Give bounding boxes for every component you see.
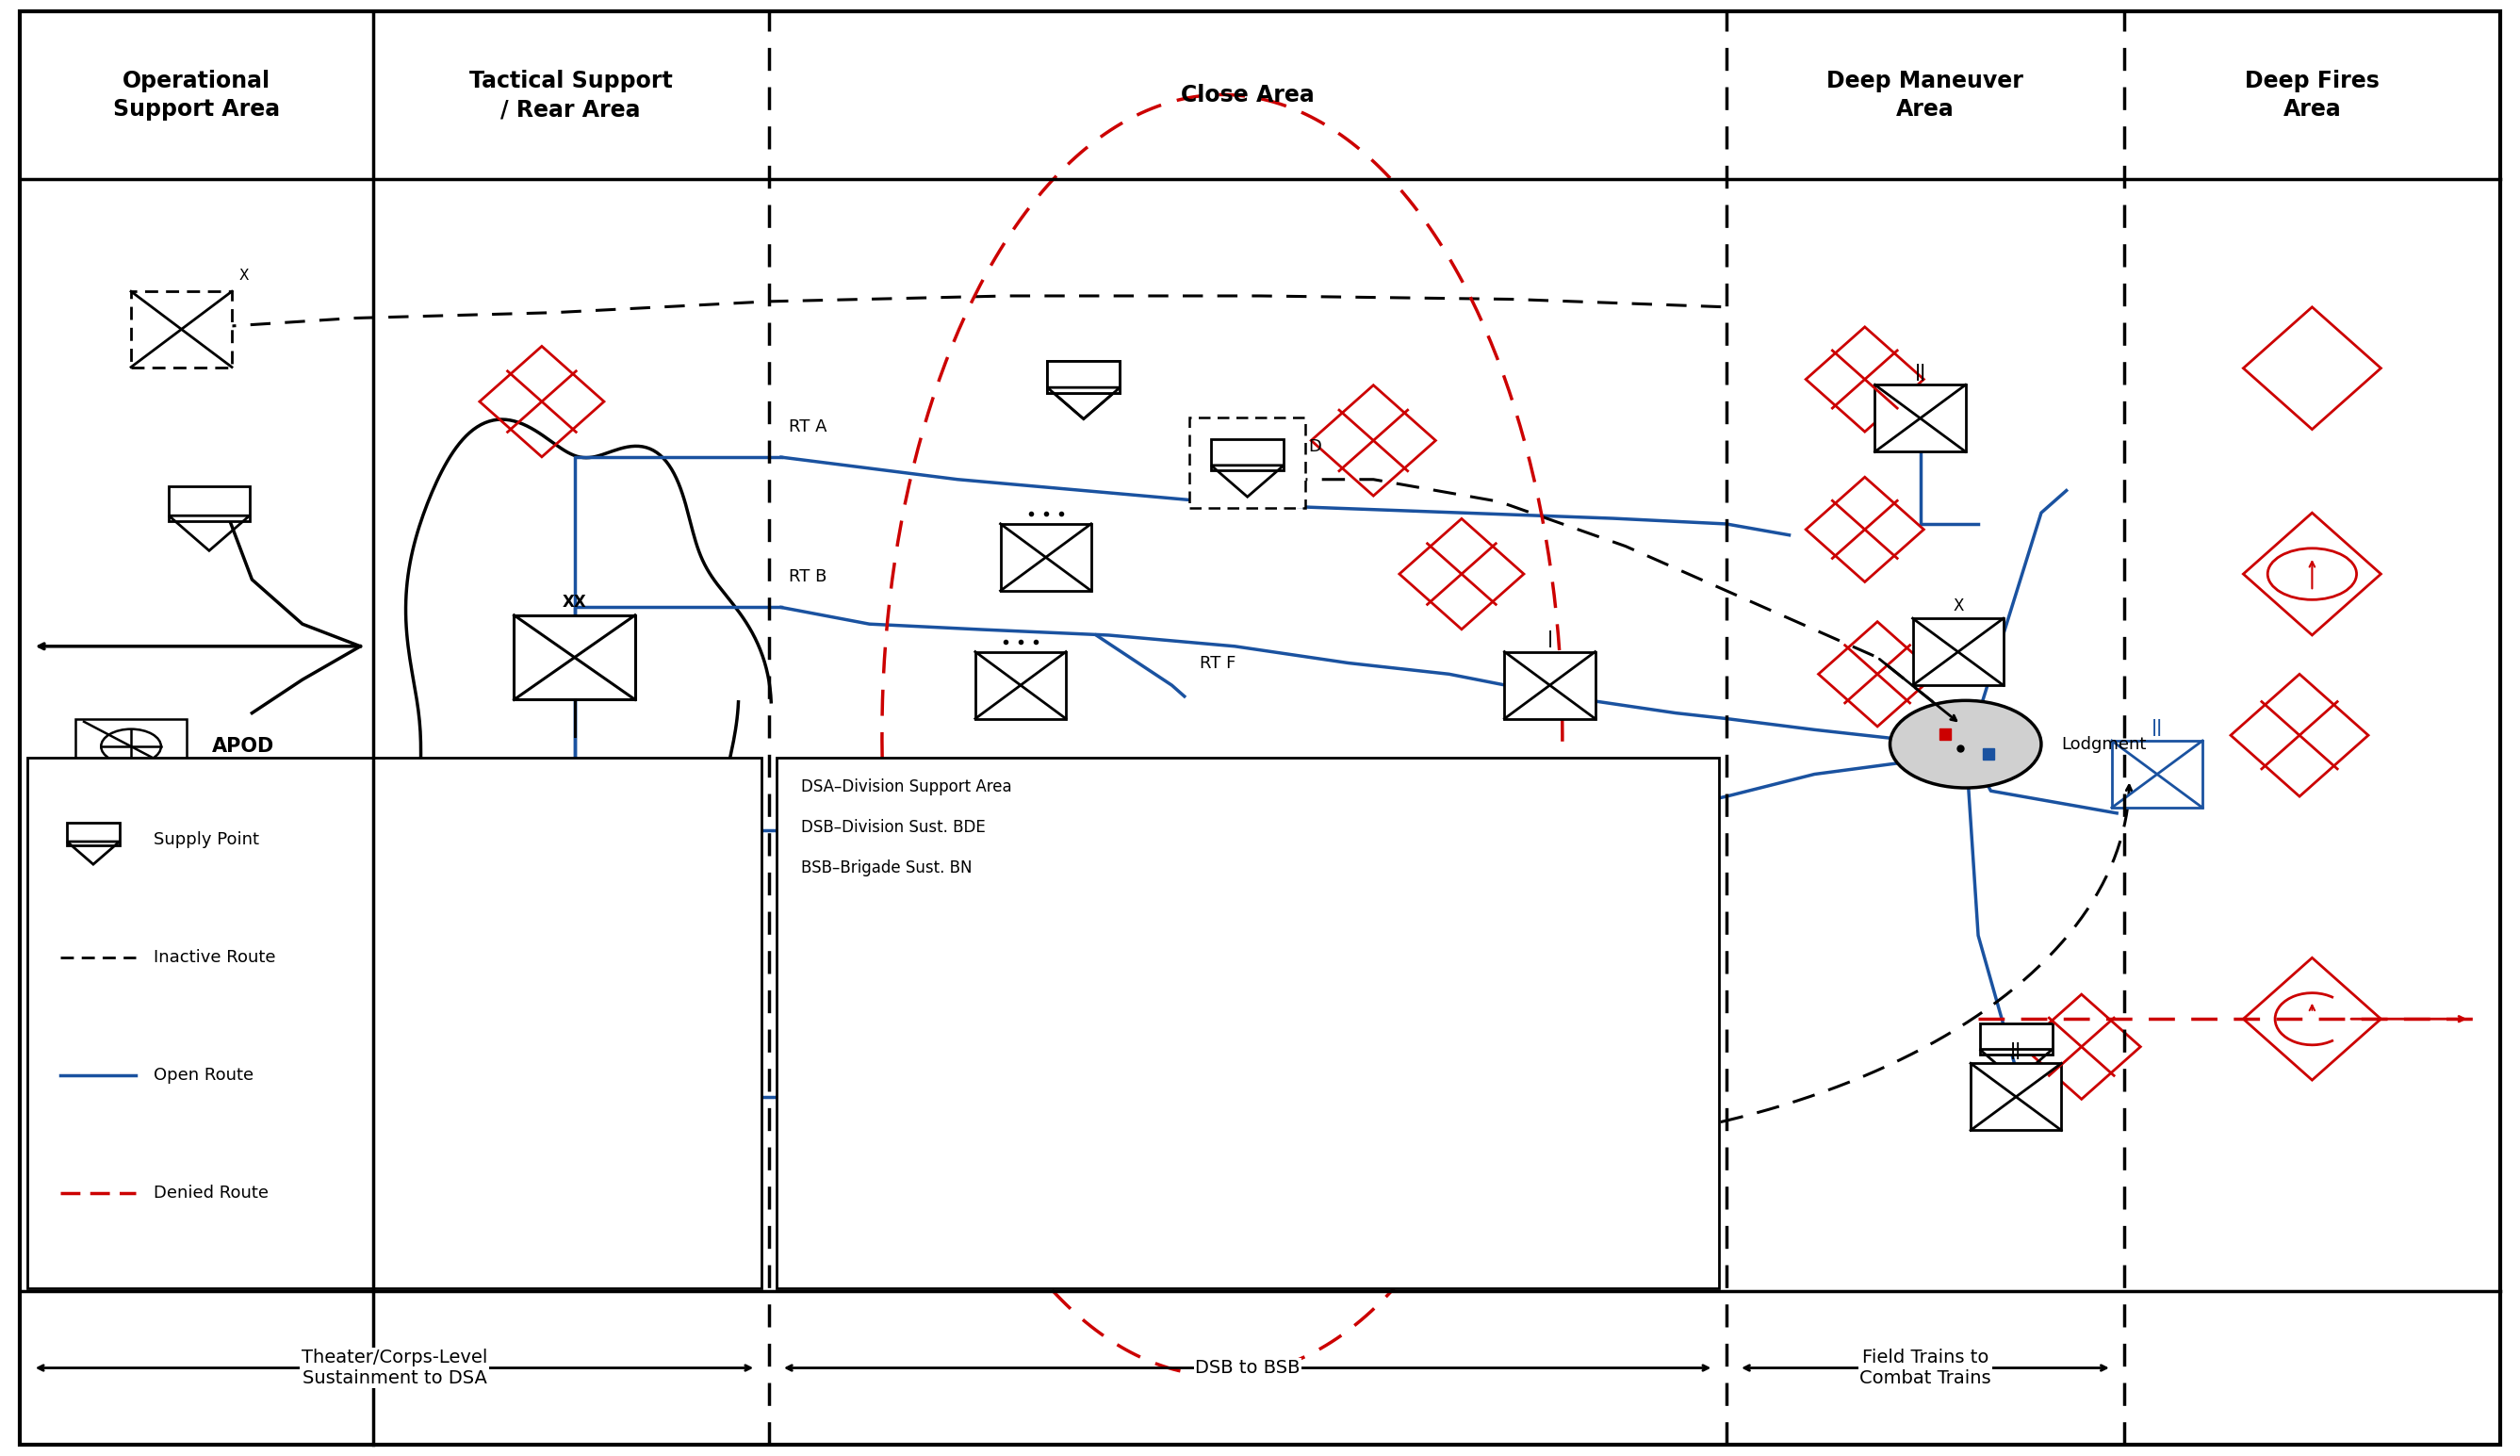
Bar [28, 757, 761, 1289]
Text: Close Area: Close Area [1179, 84, 1315, 106]
Text: SPOD: SPOD [212, 837, 272, 856]
Bar [76, 719, 186, 773]
Text: X: X [1953, 597, 1963, 614]
Bar [1048, 361, 1119, 393]
Circle shape [1890, 700, 2041, 788]
Bar [1212, 440, 1283, 470]
Text: Notional A2/AD Zone: Notional A2/AD Zone [1197, 1222, 1373, 1239]
Bar [1981, 1024, 2051, 1054]
Bar [1048, 361, 1119, 393]
Text: D: D [1308, 438, 1320, 456]
Bar [1154, 794, 1255, 866]
Text: Deep Fires
Area: Deep Fires Area [2245, 70, 2379, 121]
Text: DSB to BSB: DSB to BSB [1194, 1358, 1300, 1377]
Text: D: D [1336, 968, 1348, 986]
Text: XX: XX [562, 594, 587, 612]
Bar [131, 291, 232, 367]
Text: RT D  ...: RT D ... [789, 1057, 854, 1075]
Text: Open Route: Open Route [154, 1067, 255, 1083]
Text: RT C: RT C [789, 791, 827, 808]
Polygon shape [406, 419, 771, 1035]
Bar [1578, 1073, 1648, 1105]
Text: Deep Maneuver
Area: Deep Maneuver Area [1827, 70, 2024, 121]
Bar [975, 652, 1066, 719]
Bar [1414, 1006, 1484, 1038]
Bar [1189, 418, 1305, 508]
Text: APOD: APOD [212, 737, 275, 756]
Text: Denied Route: Denied Route [154, 1185, 270, 1201]
Bar [76, 820, 186, 874]
Bar [1504, 652, 1595, 719]
Text: BSB–Brigade Sust. BN: BSB–Brigade Sust. BN [801, 859, 973, 877]
Text: Tactical Support
/ Rear Area: Tactical Support / Rear Area [469, 70, 673, 121]
Text: Operational
Support Area: Operational Support Area [113, 70, 280, 121]
Bar [1000, 524, 1091, 591]
Text: ||: || [2152, 719, 2162, 737]
Bar [514, 616, 635, 700]
Bar [776, 757, 1719, 1289]
Text: RT F: RT F [1200, 655, 1235, 671]
Text: Supply Point: Supply Point [154, 831, 260, 849]
Bar [1913, 619, 2003, 686]
Text: X: X [239, 268, 249, 282]
Text: Inactive Route: Inactive Route [154, 949, 275, 965]
Text: Field Trains to
Combat Trains: Field Trains to Combat Trains [1860, 1348, 1991, 1388]
Bar [1875, 384, 1966, 451]
Text: DSB–Division Sust. BDE: DSB–Division Sust. BDE [801, 818, 985, 836]
Text: ||: || [2011, 1042, 2021, 1059]
Text: RT B: RT B [789, 568, 827, 585]
Text: DSA–Division Support Area: DSA–Division Support Area [801, 778, 1013, 795]
Bar [1971, 1063, 2061, 1130]
Text: Lodgment: Lodgment [2061, 735, 2147, 753]
Bar [1232, 961, 1348, 1056]
Text: ||: || [1915, 364, 1925, 380]
Bar [169, 486, 249, 521]
Bar [68, 823, 118, 846]
Bar [2112, 741, 2202, 808]
Text: DSA: DSA [567, 849, 607, 866]
Text: Theater/Corps-Level
Sustainment to DSA: Theater/Corps-Level Sustainment to DSA [302, 1348, 486, 1388]
Text: RT A: RT A [789, 418, 827, 435]
Bar [1255, 984, 1326, 1016]
Text: |: | [1547, 630, 1552, 648]
